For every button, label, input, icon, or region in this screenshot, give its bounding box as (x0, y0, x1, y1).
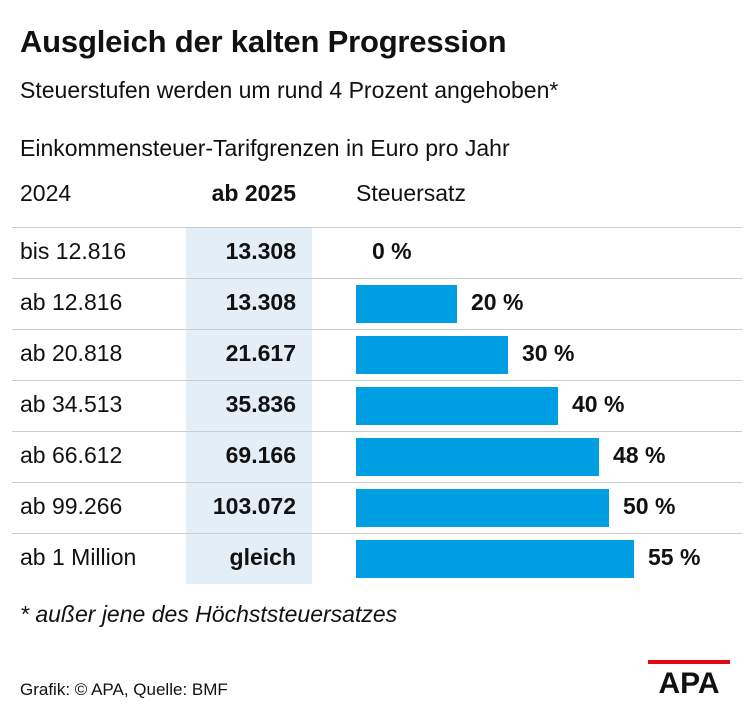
rate-bar (356, 489, 609, 527)
rate-bar (356, 285, 457, 323)
column-header-2024: 2024 (20, 180, 72, 206)
rate-label: 48 % (613, 442, 666, 468)
column-header-2025: ab 2025 (211, 180, 296, 206)
table-row: ab 66.612 69.166 48 % (0, 431, 742, 482)
bracket-2025: 13.308 (225, 238, 296, 264)
bracket-2025: 13.308 (225, 289, 296, 315)
apa-logo: APA (648, 660, 730, 700)
source-credit: Grafik: © APA, Quelle: BMF (20, 680, 228, 699)
rate-label: 30 % (522, 340, 575, 366)
row-divider (12, 482, 742, 483)
bracket-2024: ab 66.612 (20, 442, 123, 468)
row-divider (12, 431, 742, 432)
row-divider (12, 533, 742, 534)
bracket-2024: ab 20.818 (20, 340, 123, 366)
column-header-rate: Steuersatz (356, 180, 466, 206)
bracket-2024: ab 12.816 (20, 289, 123, 315)
table-row: ab 12.816 13.308 20 % (0, 278, 742, 329)
bracket-2025: 35.836 (225, 391, 296, 417)
row-divider (12, 278, 742, 279)
apa-logo-accent (648, 660, 730, 664)
apa-logo-text: APA (658, 667, 719, 700)
rate-label: 0 % (372, 238, 412, 264)
rate-bar (356, 336, 508, 374)
bracket-2024: ab 34.513 (20, 391, 123, 417)
row-divider (12, 329, 742, 330)
footnote: * außer jene des Höchststeuersatzes (20, 601, 398, 627)
bracket-2025: gleich (229, 544, 296, 570)
bracket-2024: ab 1 Million (20, 544, 137, 570)
row-divider (12, 227, 742, 228)
rate-label: 50 % (623, 493, 676, 519)
rate-label: 20 % (471, 289, 524, 315)
chart-title: Ausgleich der kalten Progression (20, 24, 507, 59)
bracket-2025: 103.072 (212, 493, 296, 519)
chart-subtitle: Steuerstufen werden um rund 4 Prozent an… (20, 77, 559, 103)
rate-bar (356, 540, 634, 578)
bracket-2025: 21.617 (225, 340, 296, 366)
table-caption: Einkommensteuer-Tarifgrenzen in Euro pro… (20, 135, 510, 161)
bracket-2024: ab 99.266 (20, 493, 123, 519)
rate-label: 40 % (572, 391, 625, 417)
table-row: bis 12.816 13.308 0 % (0, 227, 742, 278)
row-divider (12, 380, 742, 381)
bracket-2025: 69.166 (225, 442, 296, 468)
table-row: ab 99.266 103.072 50 % (0, 482, 742, 533)
rate-label: 55 % (648, 544, 701, 570)
table-row: ab 1 Million gleich 55 % (0, 533, 742, 584)
rate-bar (356, 438, 599, 476)
table-row: ab 34.513 35.836 40 % (0, 380, 742, 431)
bracket-2024: bis 12.816 (20, 238, 127, 264)
highlight-column-2025 (186, 227, 312, 584)
rate-bar (356, 387, 558, 425)
table-row: ab 20.818 21.617 30 % (0, 329, 742, 380)
